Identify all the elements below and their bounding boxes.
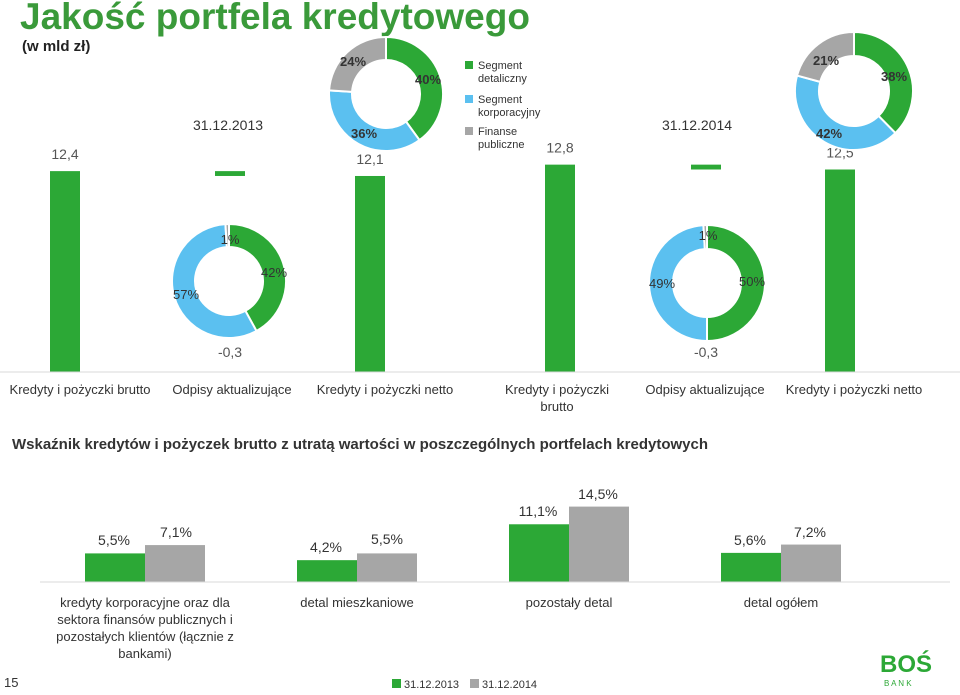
legend-label: Segment [478, 94, 522, 106]
waterfall-value-label: 12,4 [51, 146, 78, 162]
logo-sub: B A N K [884, 679, 912, 688]
period-label-2014: 31.12.2014 [662, 117, 732, 133]
waterfall-bar [50, 171, 80, 372]
ratio-category-label: bankami) [118, 646, 171, 661]
donut-2013-writedowns-slice [224, 222, 230, 249]
legend-label: Segment [478, 60, 522, 72]
ratio-legend-label: 31.12.2013 [404, 679, 459, 691]
donut-2013-writedowns-label: 57% [173, 287, 199, 302]
page-number: 15 [4, 675, 19, 690]
waterfall-bar [825, 169, 855, 372]
waterfall-bar [545, 164, 575, 372]
donut-2014-writedowns-label: 50% [739, 274, 765, 289]
waterfall-value-label: -0,3 [694, 344, 718, 360]
ratio-bar [85, 553, 145, 582]
legend-label: detaliczny [478, 73, 527, 85]
ratio-category-label: detal ogółem [744, 595, 818, 610]
ratio-value-label: 4,2% [310, 539, 342, 555]
waterfall-value-label: 12,8 [546, 140, 573, 156]
ratio-value-label: 5,5% [371, 531, 403, 547]
waterfall-category-label: Kredyty i pożyczki brutto [10, 382, 151, 397]
ratio-bar [145, 545, 205, 582]
legend-swatch [465, 127, 473, 135]
ratio-category-label: kredyty korporacyjne oraz dla [60, 595, 231, 610]
ratio-value-label: 7,2% [794, 524, 826, 540]
donut-2013-writedowns-label: 42% [261, 265, 287, 280]
legend-swatch [465, 95, 473, 103]
waterfall-value-label: -0,3 [218, 344, 242, 360]
donut-2013-writedowns-slice [228, 222, 287, 333]
page-subtitle: (w mld zł) [22, 38, 91, 55]
waterfall-bar [355, 175, 385, 372]
ratio-bar [357, 553, 417, 582]
ratio-category-label: detal mieszkaniowe [300, 595, 413, 610]
ratio-value-label: 5,6% [734, 532, 766, 548]
waterfall-category-label: Kredyty i pożyczki [505, 382, 609, 397]
donut-2013-gross-label: 40% [415, 72, 441, 87]
waterfall-category-label: Kredyty i pożyczki netto [786, 382, 923, 397]
donut-2014-gross-slice [794, 74, 897, 151]
impaired-ratio-title: Wskaźnik kredytów i pożyczek brutto z ut… [12, 436, 708, 453]
ratio-value-label: 11,1% [519, 503, 558, 519]
waterfall-category-label: Kredyty i pożyczki netto [317, 382, 454, 397]
ratio-value-label: 7,1% [160, 524, 192, 540]
donut-2013-writedowns-slice [171, 223, 258, 339]
ratio-bar [509, 524, 569, 582]
waterfall-value-label: 12,1 [356, 151, 383, 167]
donut-2014-gross-slice [795, 30, 855, 84]
ratio-value-label: 5,5% [98, 532, 130, 548]
ratio-bar [569, 506, 629, 582]
ratio-value-label: 14,5% [578, 486, 618, 502]
waterfall-category-label: Odpisy aktualizujące [172, 382, 291, 397]
ratio-legend-swatch [392, 679, 401, 688]
donut-2014-gross-label: 38% [881, 69, 907, 84]
donut-2013-gross-label: 36% [351, 126, 377, 141]
donut-2014-gross-label: 42% [816, 126, 842, 141]
donut-2014-writedowns-label: 1% [699, 228, 718, 243]
waterfall-category-label: brutto [540, 399, 573, 414]
ratio-bar [781, 544, 841, 582]
donut-2013-gross-slice [385, 35, 444, 142]
ratio-category-label: pozostałych klientów (łącznie z [56, 629, 234, 644]
legend-label: publiczne [478, 139, 524, 151]
donut-2014-writedowns-slice [702, 223, 708, 251]
ratio-bar [721, 552, 781, 582]
donut-2014-gross-slice [853, 30, 914, 135]
ratio-legend-label: 31.12.2014 [482, 679, 537, 691]
legend-label: Finanse [478, 126, 517, 138]
donut-2013-writedowns-label: 1% [221, 232, 240, 247]
waterfall-category-label: Odpisy aktualizujące [645, 382, 764, 397]
ratio-category-label: pozostały detal [526, 595, 613, 610]
logo-text: BOŚ [880, 650, 932, 678]
period-label-2013: 31.12.2013 [193, 117, 263, 133]
ratio-bar [297, 560, 357, 582]
donut-2014-writedowns-slice [648, 224, 708, 343]
donut-2014-writedowns-slice [706, 223, 766, 343]
donut-2014-gross-label: 21% [813, 53, 839, 68]
legend-label: korporacyjny [478, 107, 541, 119]
waterfall-bar [691, 164, 721, 170]
legend-swatch [465, 61, 473, 69]
bos-bank-logo: BOŚ B A N K [880, 650, 932, 688]
ratio-category-label: sektora finansów publicznych i [57, 612, 233, 627]
donut-2013-gross-slice [328, 89, 421, 152]
donut-2013-gross-slice [328, 35, 387, 93]
ratio-legend-swatch [470, 679, 479, 688]
donut-2013-gross-label: 24% [340, 54, 366, 69]
donut-2014-writedowns-label: 49% [649, 276, 675, 291]
waterfall-bar [215, 171, 245, 176]
page-title: Jakość portfela kredytowego [20, 0, 530, 37]
